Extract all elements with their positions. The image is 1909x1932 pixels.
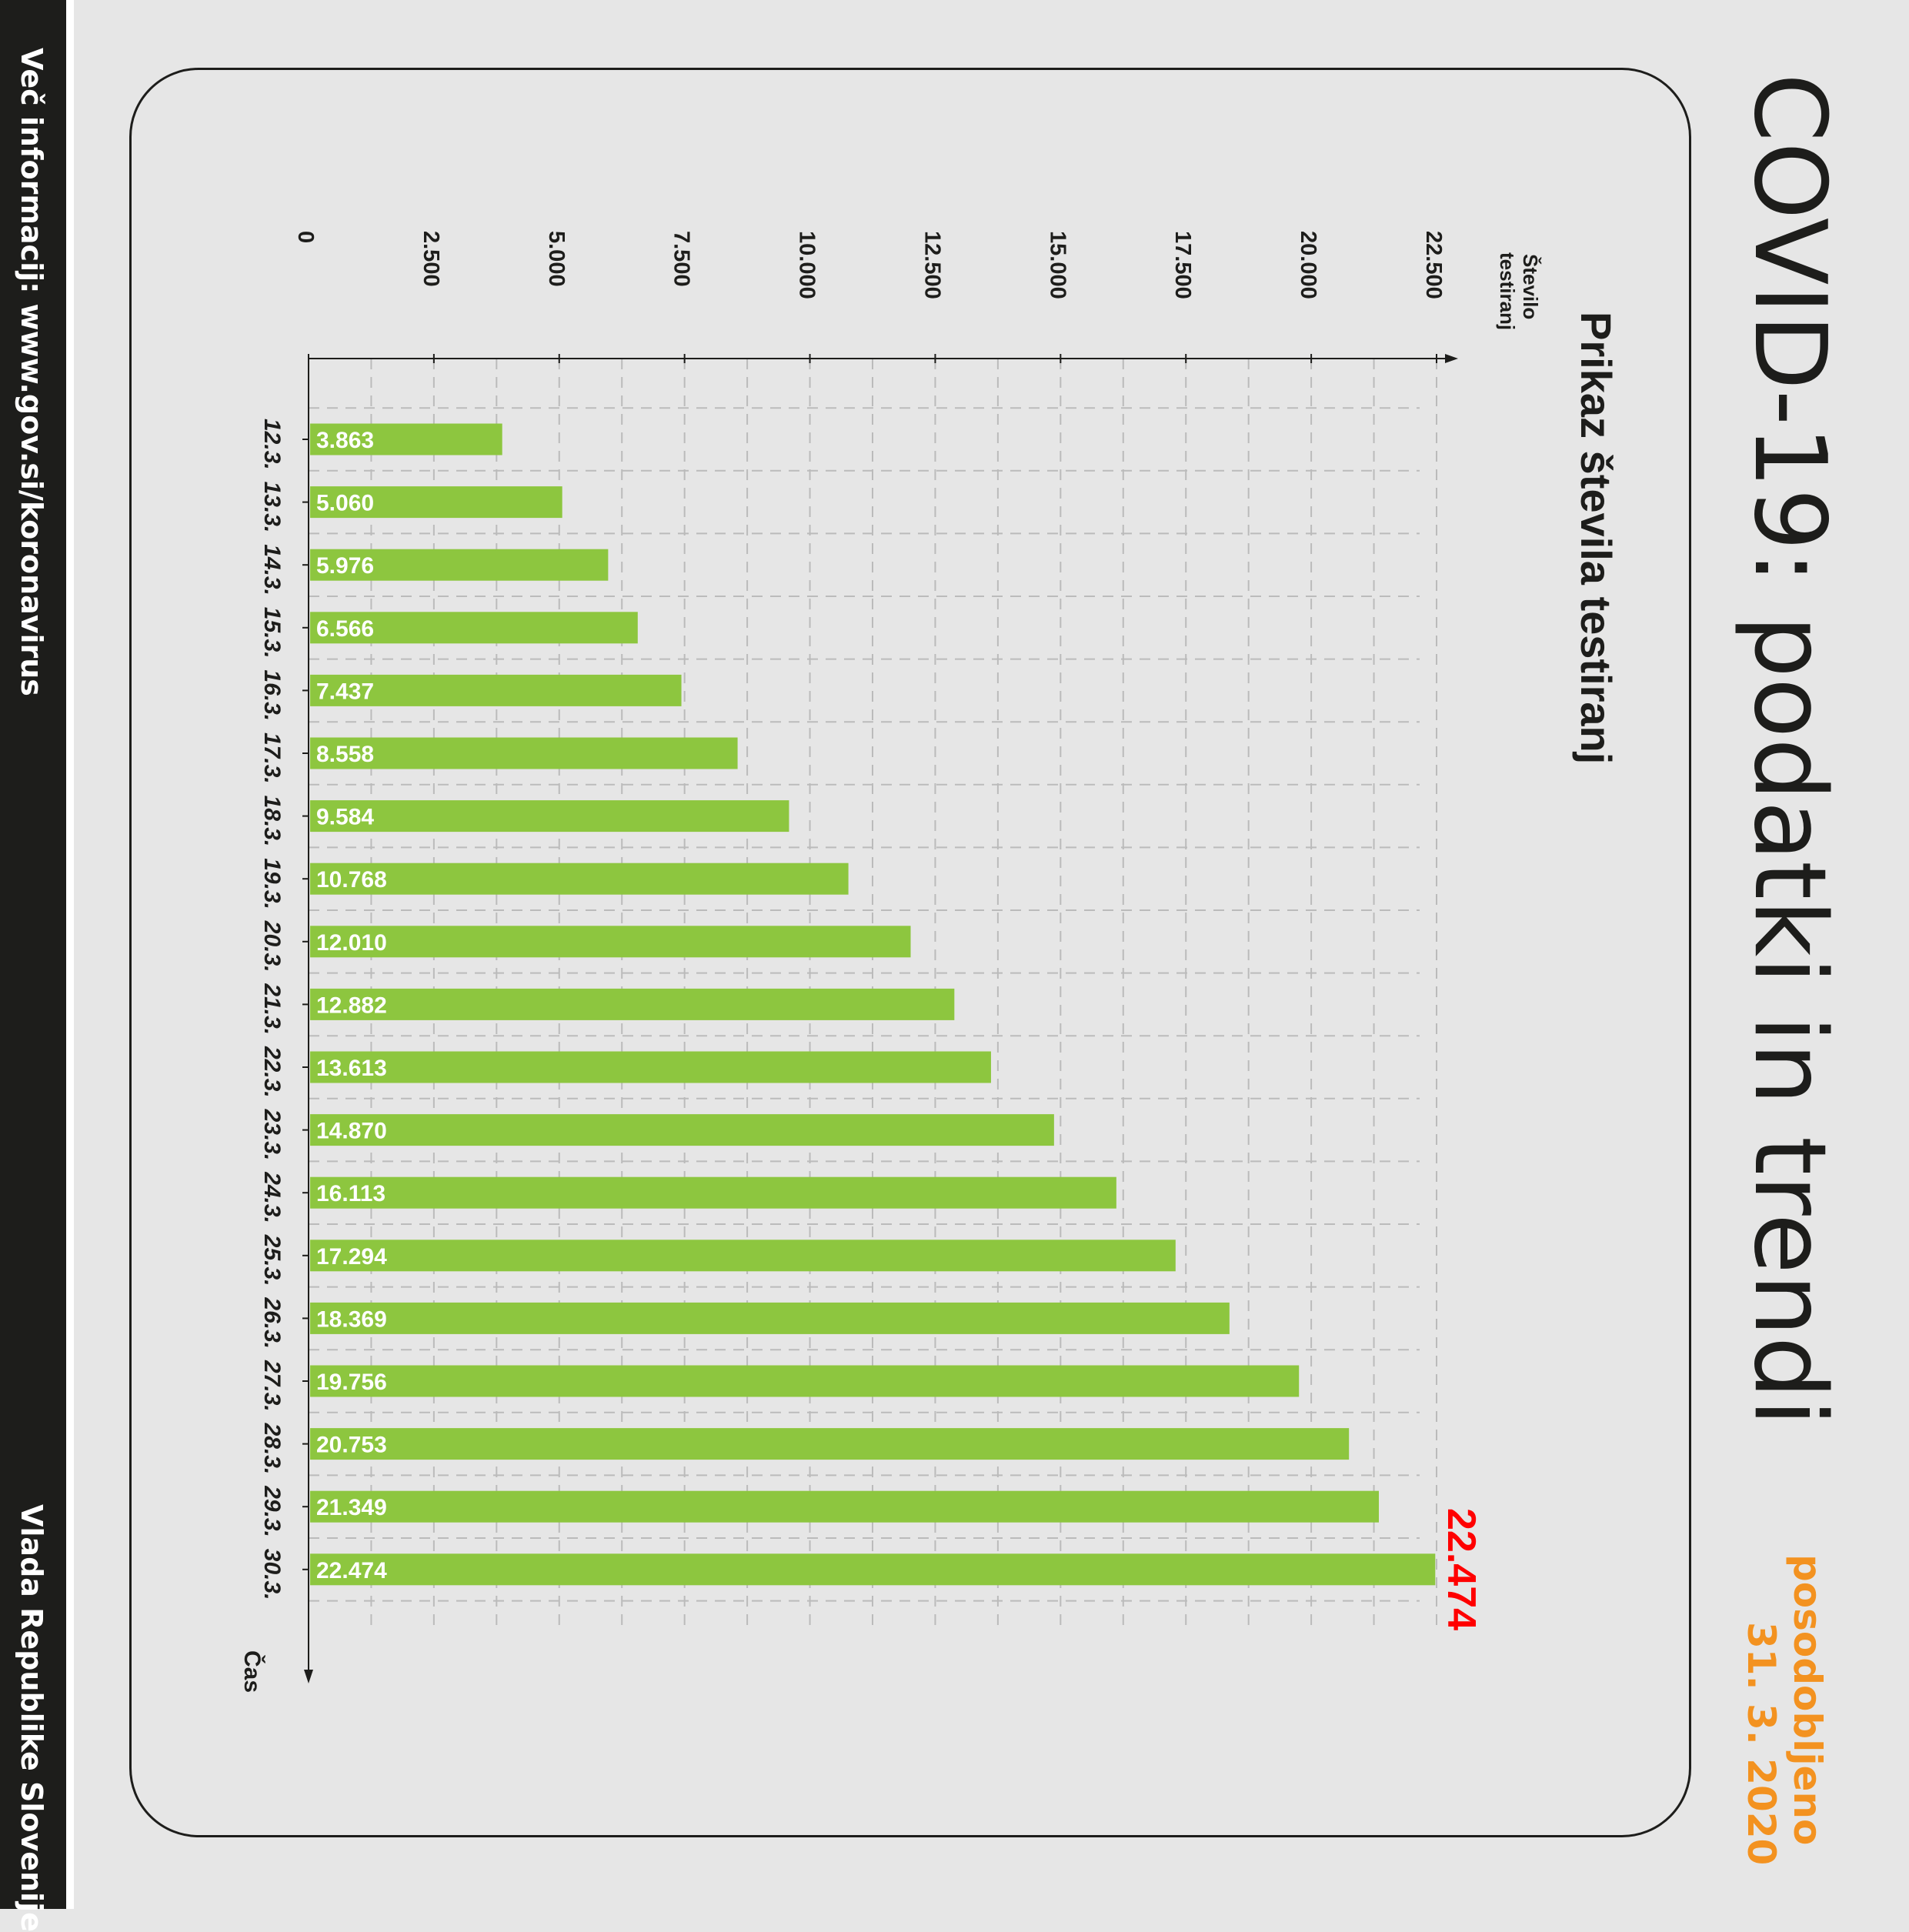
bar-value-label: 21.349: [316, 1495, 387, 1520]
value-axis-title-line2: testiranj: [1496, 252, 1519, 330]
category-label: 27.3.: [259, 1360, 285, 1412]
bar: [310, 1428, 1350, 1460]
bar: [310, 1176, 1116, 1209]
tick-label: 22.500: [1421, 231, 1446, 299]
bar: [310, 612, 638, 644]
tick-label: 0: [293, 231, 318, 243]
category-label: 21.3.: [259, 983, 285, 1035]
tick-label: 12.500: [919, 231, 944, 299]
category-label: 17.3.: [259, 732, 285, 784]
bar-value-label: 13.613: [316, 1056, 387, 1081]
tick-label: 7.500: [669, 231, 694, 287]
category-label: 29.3.: [259, 1485, 285, 1537]
category-label: 13.3.: [259, 482, 285, 533]
bar-value-label: 18.369: [316, 1306, 387, 1332]
category-label: 20.3.: [259, 920, 285, 973]
bar-value-label: 3.863: [316, 428, 374, 453]
category-label: 16.3.: [259, 669, 285, 721]
chart-frame: [129, 68, 1691, 1837]
bar: [310, 926, 911, 958]
bar: [310, 1114, 1054, 1146]
bar-value-label: 6.566: [316, 616, 374, 642]
category-label: 14.3.: [259, 544, 285, 596]
category-label: 26.3.: [259, 1296, 285, 1349]
tick-label: 2.500: [419, 231, 443, 287]
bar: [310, 1051, 991, 1083]
bar: [310, 423, 502, 455]
category-axis-arrow: [304, 1670, 313, 1683]
bar: [310, 800, 789, 833]
value-axis-title-line1: Število: [1519, 254, 1542, 319]
value-axis-arrow: [1445, 354, 1458, 363]
category-label: 19.3.: [259, 858, 285, 909]
bar-value-label: 5.976: [316, 553, 374, 579]
bar: [310, 1553, 1436, 1586]
bar-value-label: 12.010: [316, 930, 387, 956]
category-label: 24.3.: [259, 1171, 285, 1223]
category-label: 15.3.: [259, 607, 285, 659]
tick-label: 10.000: [795, 231, 819, 299]
sidebar: [0, 0, 66, 1909]
category-axis-title: Čas: [239, 1650, 265, 1693]
bar: [310, 1240, 1176, 1272]
bar: [310, 1490, 1380, 1523]
category-label: 30.3.: [259, 1549, 285, 1600]
bar-value-label: 10.768: [316, 867, 387, 893]
bar-value-label: 8.558: [316, 742, 374, 767]
bar: [310, 988, 955, 1020]
tick-label: 5.000: [544, 231, 569, 287]
bar: [310, 1302, 1230, 1334]
category-label: 25.3.: [259, 1234, 285, 1286]
bar-value-label: 7.437: [316, 679, 374, 704]
chart-title: Prikaz števila testiranj: [1572, 312, 1620, 764]
bar-value-label: 16.113: [316, 1181, 385, 1206]
bar-value-label: 17.294: [316, 1244, 387, 1270]
bar: [310, 674, 682, 706]
bar: [310, 863, 849, 895]
bar-value-label: 5.060: [316, 491, 374, 516]
bar-value-label: 19.756: [316, 1370, 387, 1395]
highlight-value-label: 22.474: [1439, 1508, 1483, 1630]
category-label: 22.3.: [259, 1046, 285, 1098]
bar-value-label: 20.753: [316, 1433, 387, 1458]
tick-label: 15.000: [1045, 231, 1070, 299]
bar: [310, 737, 738, 769]
bar-value-label: 9.584: [316, 805, 374, 830]
bar-value-label: 12.882: [316, 993, 387, 1018]
tick-label: 17.500: [1170, 231, 1195, 299]
bar-value-label: 22.474: [316, 1558, 387, 1583]
bar: [310, 549, 609, 581]
category-label: 12.3.: [259, 419, 285, 470]
tick-label: 20.000: [1296, 231, 1320, 299]
category-label: 18.3.: [259, 796, 285, 847]
bar: [310, 486, 562, 519]
sidebar-divider: [66, 0, 74, 1909]
bar-value-label: 14.870: [316, 1119, 387, 1144]
bar: [310, 1365, 1300, 1397]
category-label: 23.3.: [259, 1109, 285, 1161]
category-label: 28.3.: [259, 1423, 285, 1475]
